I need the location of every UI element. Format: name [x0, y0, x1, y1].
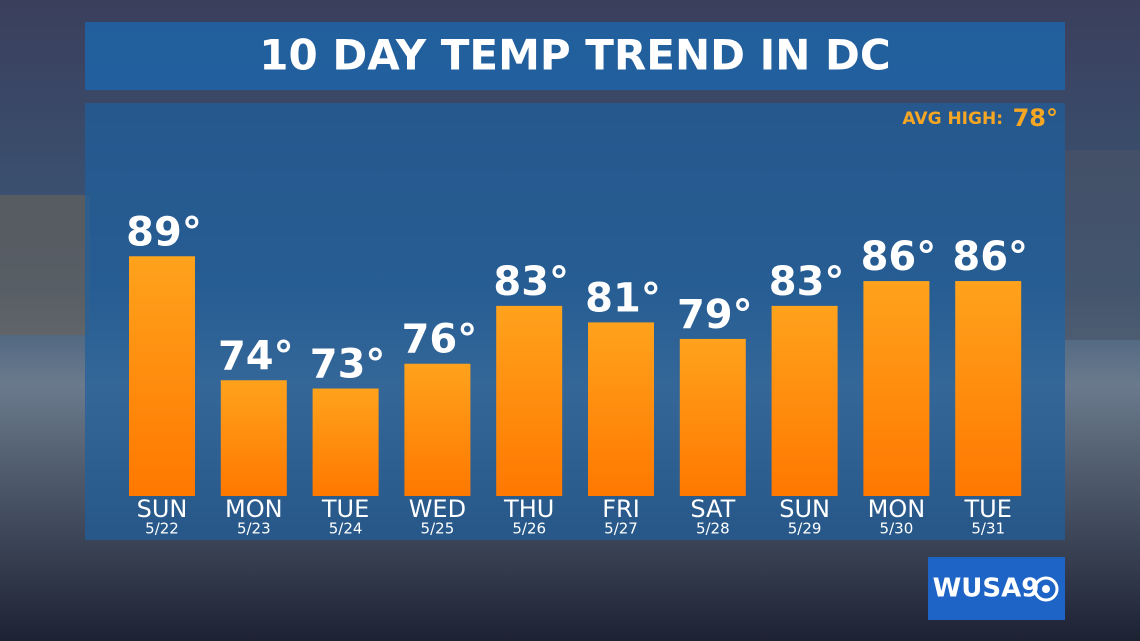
value-label: 89° — [126, 209, 202, 255]
date-label: 5/30 — [880, 520, 914, 538]
bar — [404, 363, 471, 496]
x-tick-label: SAT — [690, 495, 735, 523]
value-label: 83° — [769, 259, 845, 305]
value-label: 73° — [310, 342, 386, 388]
bar — [220, 380, 287, 496]
x-tick-label: WED — [409, 495, 466, 523]
date-label: 5/27 — [604, 520, 638, 538]
date-label: 5/23 — [237, 520, 271, 538]
value-label: 79° — [677, 292, 753, 338]
x-tick-label: MON — [868, 495, 926, 523]
date-label: 5/28 — [696, 520, 730, 538]
x-tick-label: SUN — [137, 495, 188, 523]
bar — [863, 281, 930, 496]
logo: WUSA9 — [933, 574, 1040, 604]
title-band — [85, 22, 1065, 90]
value-label: 74° — [218, 333, 294, 379]
annotation-value: 78° — [1013, 104, 1058, 132]
x-tick-label: SUN — [779, 495, 830, 523]
annotation-label: AVG HIGH: — [902, 109, 1003, 129]
date-label: 5/24 — [329, 520, 363, 538]
x-tick-label: FRI — [602, 495, 640, 523]
date-label: 5/25 — [421, 520, 455, 538]
bar — [496, 305, 563, 496]
date-label: 5/22 — [145, 520, 179, 538]
bar — [129, 256, 195, 496]
bar — [588, 322, 654, 496]
value-label: 86° — [861, 234, 937, 280]
value-label: 86° — [952, 234, 1028, 280]
chart-title: 10 DAY TEMP TREND IN DC — [259, 31, 890, 80]
date-label: 5/26 — [512, 520, 546, 538]
bar — [955, 281, 1022, 496]
logo-pupil — [1042, 585, 1050, 593]
x-tick-label: TUE — [321, 495, 369, 523]
bar — [679, 338, 746, 496]
background-building — [0, 195, 90, 335]
value-label: 81° — [585, 275, 661, 321]
x-tick-label: THU — [503, 495, 554, 523]
value-label: 76° — [402, 317, 478, 363]
logo-eye — [1033, 576, 1059, 602]
date-label: 5/29 — [788, 520, 822, 538]
bar — [771, 305, 838, 496]
background-bridge — [1065, 150, 1140, 340]
bar — [312, 388, 379, 496]
x-tick-label: MON — [225, 495, 283, 523]
x-tick-label: TUE — [964, 495, 1012, 523]
date-label: 5/31 — [971, 520, 1005, 538]
value-label: 83° — [493, 259, 569, 305]
